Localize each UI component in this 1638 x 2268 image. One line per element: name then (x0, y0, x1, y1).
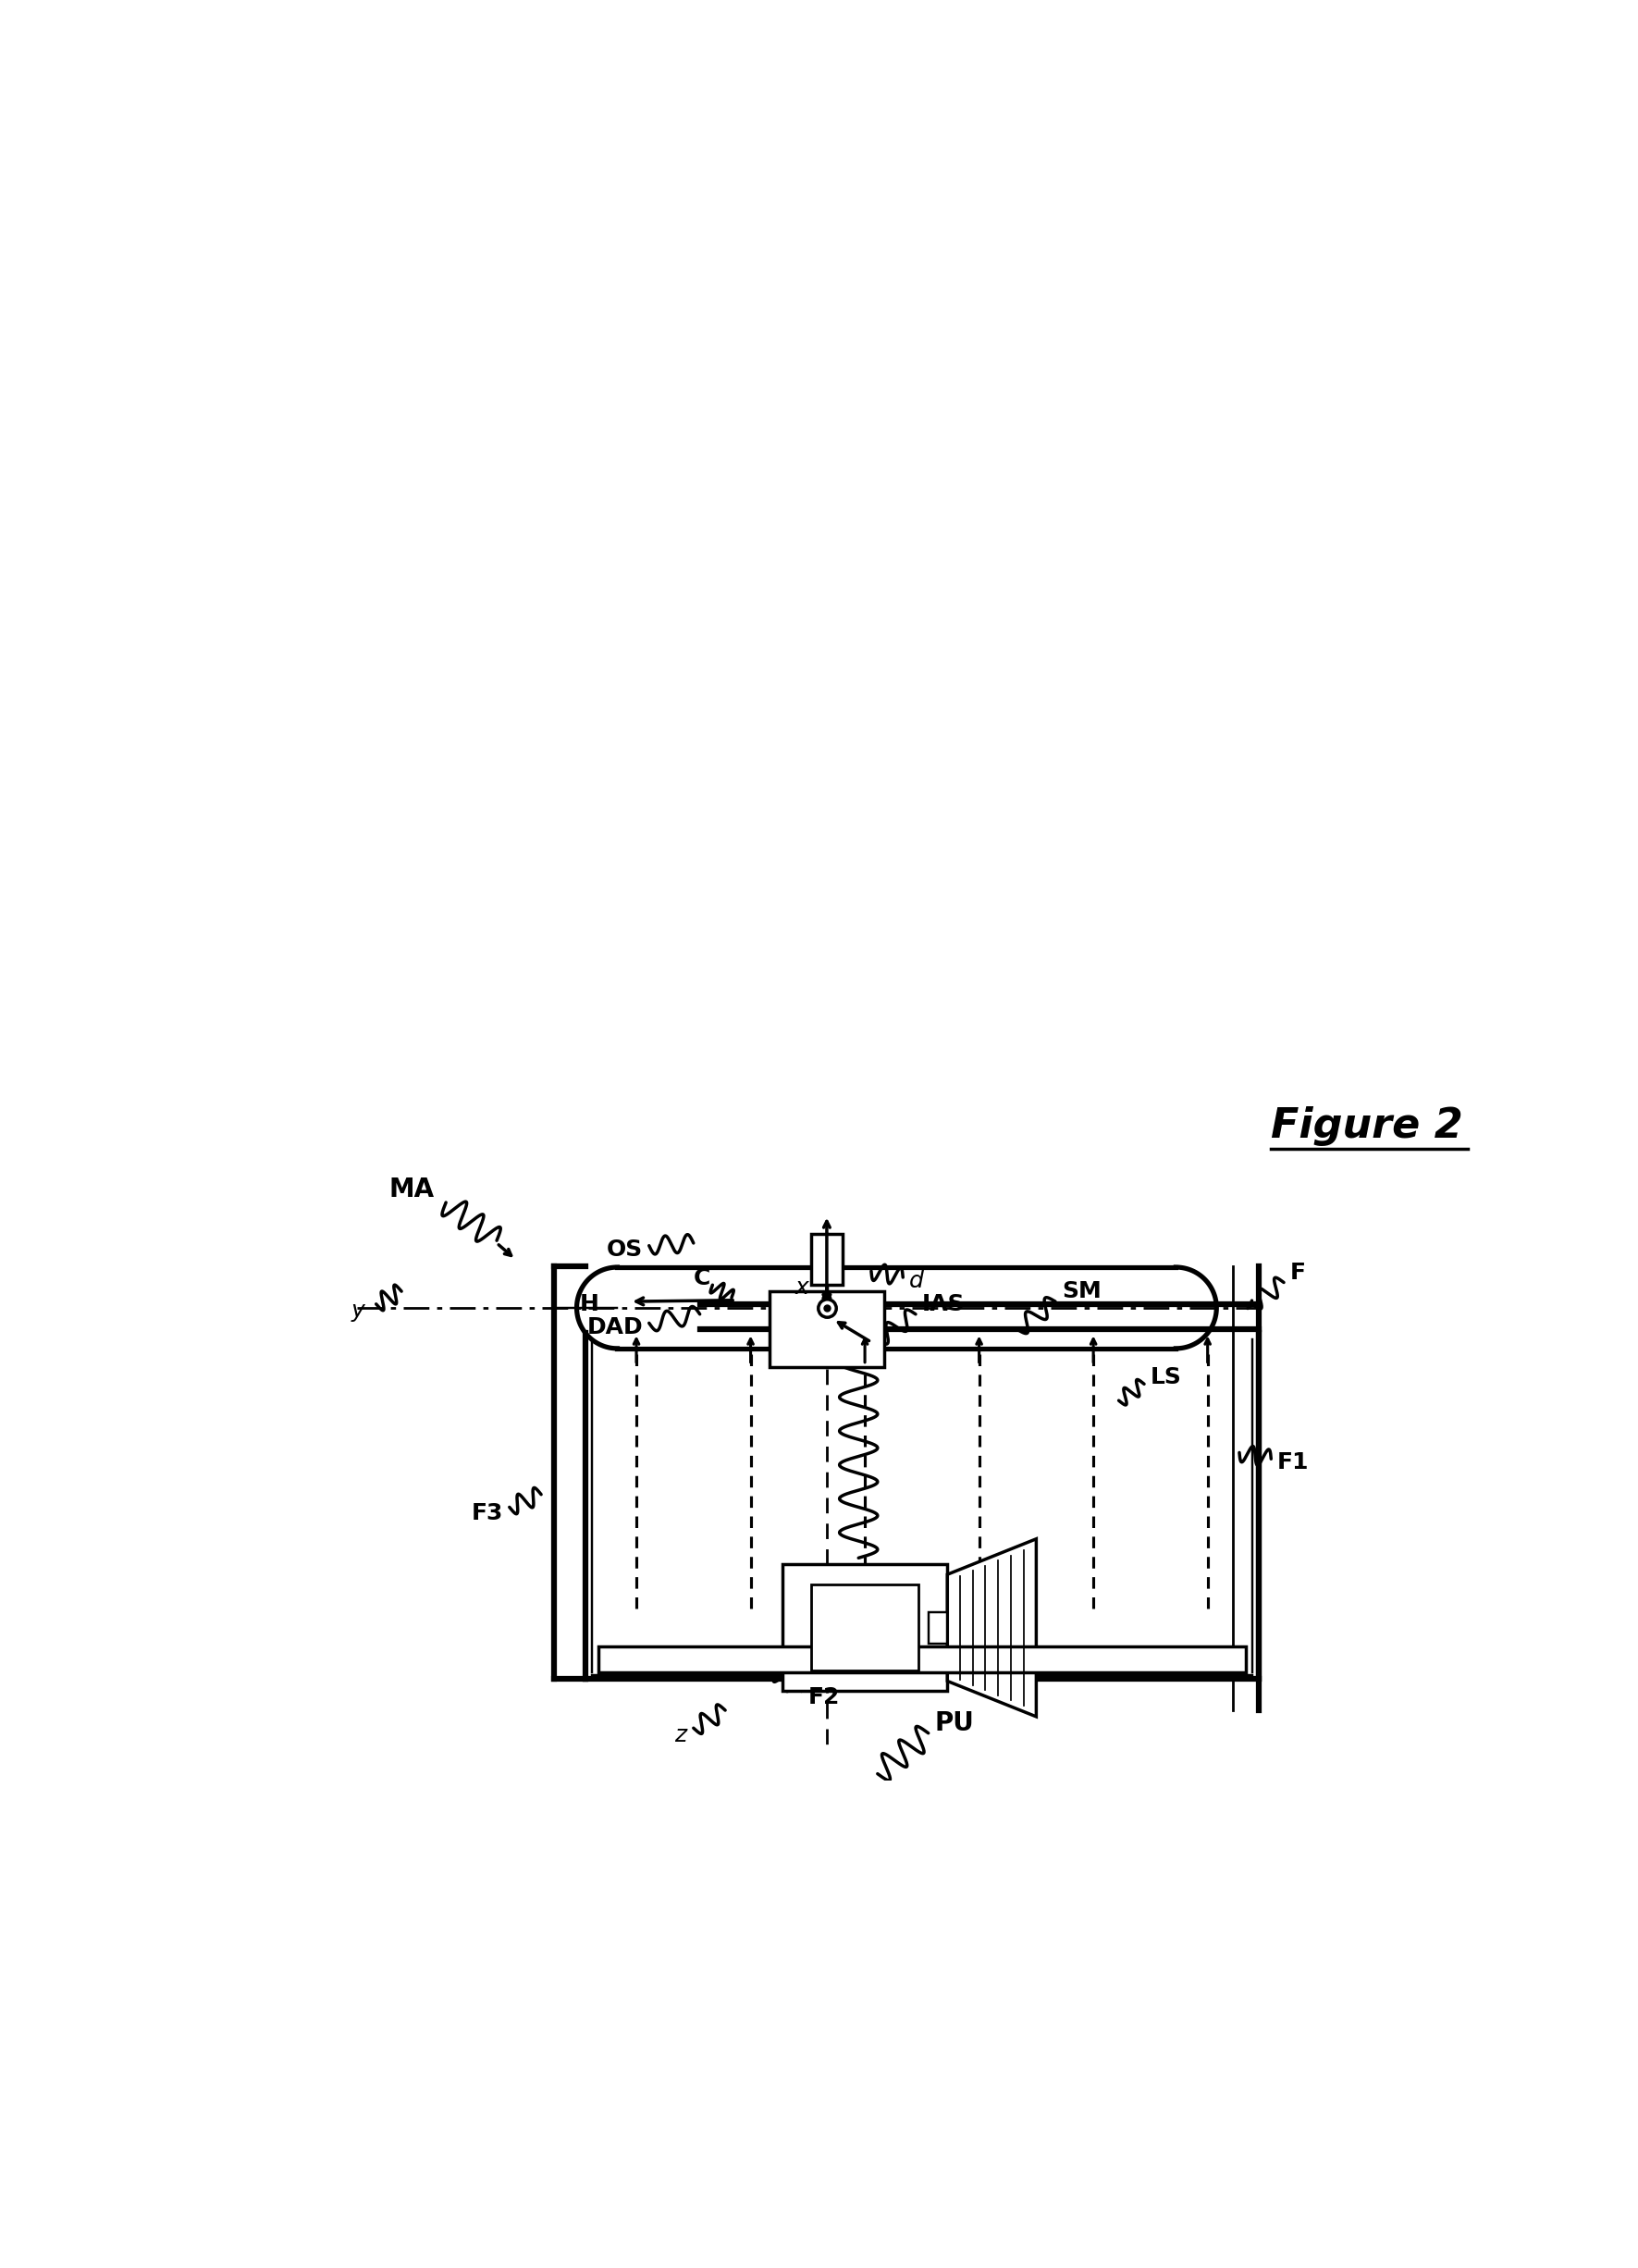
Text: d: d (909, 1270, 924, 1293)
Text: MA: MA (388, 1177, 434, 1202)
Text: z: z (675, 1724, 686, 1746)
Text: F2: F2 (808, 1687, 840, 1708)
Bar (811, 1234, 842, 1286)
Bar (770, 1290, 885, 1368)
Bar (811, 1585, 919, 1672)
Text: F1: F1 (1278, 1452, 1309, 1474)
Text: C: C (693, 1268, 711, 1290)
Text: SM: SM (1061, 1279, 1101, 1302)
Bar (783, 1565, 947, 1692)
Bar (598, 1647, 1245, 1672)
Text: y: y (351, 1300, 364, 1322)
Text: F3: F3 (472, 1501, 503, 1524)
Text: H: H (580, 1293, 598, 1315)
Text: Figure 2: Figure 2 (1271, 1107, 1463, 1145)
Text: IAS: IAS (922, 1293, 965, 1315)
Text: x: x (794, 1277, 809, 1300)
Polygon shape (947, 1540, 1037, 1717)
Text: DAD: DAD (586, 1315, 642, 1338)
Text: PU: PU (935, 1710, 975, 1735)
Text: F: F (1291, 1261, 1305, 1284)
Text: OS: OS (606, 1238, 642, 1261)
Bar (929, 1613, 947, 1644)
Text: LS: LS (1150, 1368, 1183, 1388)
